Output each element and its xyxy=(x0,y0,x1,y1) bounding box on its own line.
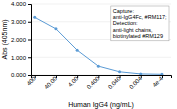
annotation-box xyxy=(111,6,169,41)
y-tick-mark xyxy=(28,22,31,23)
point xyxy=(160,73,163,75)
annotation-text: Capture:anti-IgG4Fc, #RM117;Detection:an… xyxy=(113,8,167,39)
grid-line xyxy=(31,57,171,58)
y-tick: 4.000 xyxy=(11,1,31,7)
y-tick-mark xyxy=(28,40,31,41)
y-axis-title: Abs (405nm) xyxy=(1,19,9,59)
x-tick-label: 0.004 xyxy=(128,75,143,90)
annotation-line: Capture: xyxy=(113,8,135,14)
point xyxy=(118,70,121,73)
annotation-line: Detection: xyxy=(113,20,138,26)
x-tick-label: 4e-4 xyxy=(151,75,164,88)
x-tick-mark xyxy=(120,75,121,78)
y-tick: 0.000 xyxy=(11,72,31,78)
x-axis-title: Human IgG4 (ng/mL) xyxy=(68,101,134,109)
x-tick: 40.00 xyxy=(43,75,58,90)
x-tick-mark xyxy=(98,75,99,78)
x-tick-mark xyxy=(77,75,78,78)
chart: 400 40.00 4.00 0.400 0.040 0.004 4e-4 0.000 1.00… xyxy=(0,0,177,109)
y-axis-line xyxy=(28,5,32,76)
point xyxy=(97,65,100,68)
y-tick-mark xyxy=(28,57,31,58)
x-tick-mark xyxy=(56,75,57,78)
annotation-line: biotinylated #RM129 xyxy=(113,33,163,39)
annotation-line: anti-light chains, xyxy=(113,27,153,33)
y-tick-label: 3.000 xyxy=(11,19,27,25)
y-tick-label: 2.000 xyxy=(11,37,27,43)
annotation-line: anti-IgG4Fc, #RM117; xyxy=(113,14,167,20)
point xyxy=(54,27,57,30)
y-tick-mark xyxy=(28,4,31,5)
y-tick-label: 0.000 xyxy=(11,72,27,78)
x-axis: 400 40.00 4.00 0.400 0.040 0.004 4e-4 xyxy=(26,75,172,90)
x-tick-label: 0.400 xyxy=(86,75,101,90)
x-tick: 4e-4 xyxy=(151,75,164,88)
y-tick: 3.000 xyxy=(11,19,31,25)
x-tick-label: 400 xyxy=(26,75,38,87)
y-tick: 2.000 xyxy=(11,37,31,43)
grid xyxy=(31,4,171,75)
y-axis: 0.000 1.000 2.000 3.000 4.000 xyxy=(11,1,32,78)
y-tick-mark xyxy=(28,75,31,76)
x-tick-mark xyxy=(35,75,36,78)
y-tick-label: 1.000 xyxy=(11,55,27,61)
x-tick: 400 xyxy=(26,75,38,87)
x-tick-mark xyxy=(162,75,163,78)
x-tick-label: 0.040 xyxy=(107,75,122,90)
y-tick-label: 4.000 xyxy=(11,1,27,7)
line xyxy=(35,17,162,74)
x-tick: 4.00 xyxy=(67,75,80,88)
point xyxy=(76,49,79,52)
y-tick: 1.000 xyxy=(11,55,31,61)
x-tick: 0.004 xyxy=(128,75,143,90)
x-tick: 0.040 xyxy=(107,75,122,90)
x-tick-label: 40.00 xyxy=(43,75,58,90)
annotation: Capture:anti-IgG4Fc, #RM117;Detection:an… xyxy=(111,6,169,41)
x-tick: 0.400 xyxy=(86,75,101,90)
x-tick-mark xyxy=(141,75,142,78)
grid-line xyxy=(31,4,171,5)
x-tick-label: 4.00 xyxy=(67,75,80,88)
point xyxy=(33,16,36,19)
point xyxy=(139,72,142,75)
plot: 400 40.00 4.00 0.400 0.040 0.004 4e-4 0.000 1.00… xyxy=(11,1,172,90)
